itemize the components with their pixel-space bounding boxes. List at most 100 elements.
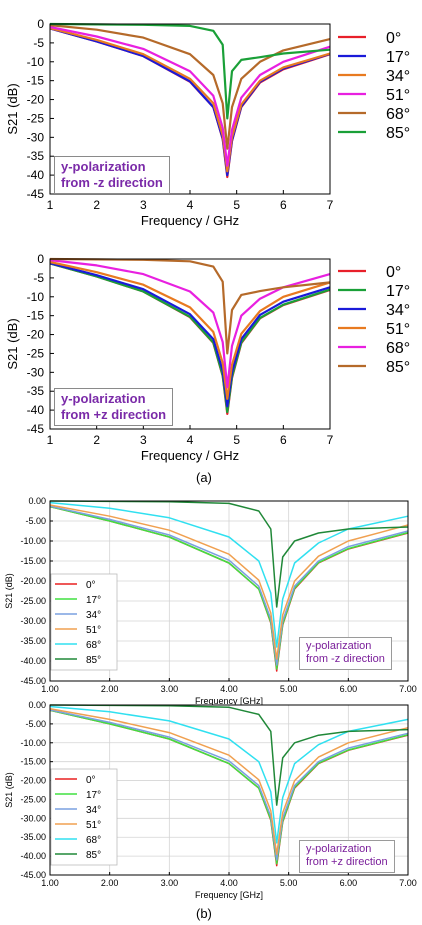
legend-label: 85° xyxy=(86,850,101,861)
tick-label-x: 3 xyxy=(140,433,147,447)
series-line xyxy=(49,504,409,660)
axis-title-y: S21 (dB) xyxy=(5,318,20,369)
tick-label-y: -10 xyxy=(27,290,45,304)
series-line xyxy=(49,500,409,608)
tick-label-y: -20 xyxy=(27,93,45,107)
axis-title-x: Frequency [GHz] xyxy=(195,890,263,900)
series-line xyxy=(49,24,331,150)
legend-label: 51° xyxy=(386,87,410,104)
legend-label: 68° xyxy=(386,106,410,123)
tick-label-y: -20.00 xyxy=(20,776,46,786)
legend-label: 34° xyxy=(386,68,410,85)
annotation-line-2: from +z direction xyxy=(306,856,388,869)
annotation-line-1: y-polarization xyxy=(61,391,146,406)
legend-label: 17° xyxy=(86,595,101,606)
tick-label-y: 0 xyxy=(37,252,44,266)
tick-label-x: 2 xyxy=(93,198,100,212)
annotation-box-a-bottom: y-polarization from +z direction xyxy=(54,388,174,426)
tick-label-x: 2.00 xyxy=(101,684,119,694)
tick-label-x: 5 xyxy=(233,198,240,212)
tick-label-x: 6 xyxy=(280,433,287,447)
tick-label-x: 5.00 xyxy=(280,684,298,694)
tick-label-x: 7 xyxy=(327,198,334,212)
tick-label-y: -10 xyxy=(27,55,45,69)
tick-label-y: -15 xyxy=(27,74,45,88)
axis-title-x: Frequency [GHz] xyxy=(195,696,263,706)
legend-label: 17° xyxy=(386,49,410,66)
tick-label-y: -5 xyxy=(33,271,44,285)
legend-box xyxy=(50,573,118,671)
series-line xyxy=(49,505,409,666)
tick-label-x: 1 xyxy=(47,433,54,447)
tick-label-y: -25.00 xyxy=(20,596,46,606)
plot-frame xyxy=(49,258,331,430)
legend-label: 17° xyxy=(386,283,410,300)
legend-label: 85° xyxy=(386,359,410,376)
tick-label-y: -40 xyxy=(27,168,45,182)
axis-title-y: S21 (dB) xyxy=(4,772,14,808)
tick-label-y: -20 xyxy=(27,328,45,342)
legend-label: 0° xyxy=(386,264,401,281)
legend-label: 51° xyxy=(86,625,101,636)
axis-title-y: S21 (dB) xyxy=(5,83,20,134)
annotation-box-a-top: y-polarization from -z direction xyxy=(54,156,170,194)
legend-label: 34° xyxy=(386,302,410,319)
tick-label-y: -25.00 xyxy=(20,794,46,804)
tick-label-y: -25 xyxy=(27,111,45,125)
tick-label-x: 4 xyxy=(187,433,194,447)
tick-label-x: 4 xyxy=(187,198,194,212)
tick-label-y: -35 xyxy=(27,384,45,398)
tick-label-y: -5 xyxy=(33,36,44,50)
tick-label-y: -15 xyxy=(27,309,45,323)
axis-title-x: Frequency / GHz xyxy=(141,448,239,463)
panel-label-a: (a) xyxy=(196,470,212,485)
tick-label-x: 5.00 xyxy=(280,878,298,888)
tick-label-y: 0 xyxy=(37,17,44,31)
legend-label: 68° xyxy=(86,640,101,651)
legend-label: 51° xyxy=(386,321,410,338)
tick-label-y: -30 xyxy=(27,130,45,144)
tick-label-y: -35 xyxy=(27,149,45,163)
axis-title-y: S21 (dB) xyxy=(4,573,14,609)
series-line xyxy=(49,259,331,389)
tick-label-x: 7.00 xyxy=(399,878,417,888)
tick-label-x: 1 xyxy=(47,198,54,212)
legend-box xyxy=(50,768,118,866)
tick-label-y: -25 xyxy=(27,346,45,360)
series-line xyxy=(49,260,331,400)
plot-frame xyxy=(49,500,409,682)
annotation-line-1: y-polarization xyxy=(306,640,372,652)
tick-label-y: -5.00 xyxy=(25,516,46,526)
axis-title-x: Frequency / GHz xyxy=(141,213,239,228)
tick-label-y: -45 xyxy=(27,422,45,436)
series-line xyxy=(49,22,331,120)
tick-label-y: -15.00 xyxy=(20,757,46,767)
tick-label-y: -5.00 xyxy=(25,719,46,729)
annotation-line-1: y-polarization xyxy=(306,843,372,855)
legend-label: 0° xyxy=(386,30,401,47)
tick-label-x: 1.00 xyxy=(41,684,59,694)
tick-label-y: -10.00 xyxy=(20,738,46,748)
tick-label-x: 1.00 xyxy=(41,878,59,888)
legend-label: 85° xyxy=(386,125,410,142)
annotation-box-b-bottom: y-polarization from +z direction xyxy=(299,840,395,873)
tick-label-y: 0.00 xyxy=(28,496,46,506)
series-line xyxy=(49,709,409,861)
tick-label-x: 2 xyxy=(93,433,100,447)
series-line xyxy=(49,25,331,167)
legend-label: 51° xyxy=(86,820,101,831)
tick-label-y: -35.00 xyxy=(20,636,46,646)
tick-label-y: -15.00 xyxy=(20,556,46,566)
tick-label-y: 0.00 xyxy=(28,700,46,710)
tick-label-y: -45.00 xyxy=(20,870,46,880)
annotation-line-2: from -z direction xyxy=(61,174,163,190)
tick-label-x: 5 xyxy=(233,433,240,447)
tick-label-x: 4.00 xyxy=(220,878,238,888)
tick-label-y: -30.00 xyxy=(20,813,46,823)
series-line xyxy=(49,708,409,855)
series-line xyxy=(49,257,331,355)
tick-label-y: -40.00 xyxy=(20,656,46,666)
tick-label-y: -30 xyxy=(27,365,45,379)
legend-label: 68° xyxy=(386,340,410,357)
